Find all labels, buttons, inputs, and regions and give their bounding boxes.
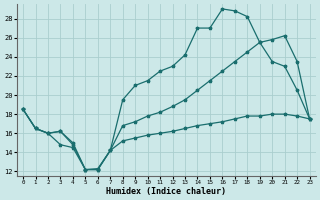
X-axis label: Humidex (Indice chaleur): Humidex (Indice chaleur) [106,187,226,196]
